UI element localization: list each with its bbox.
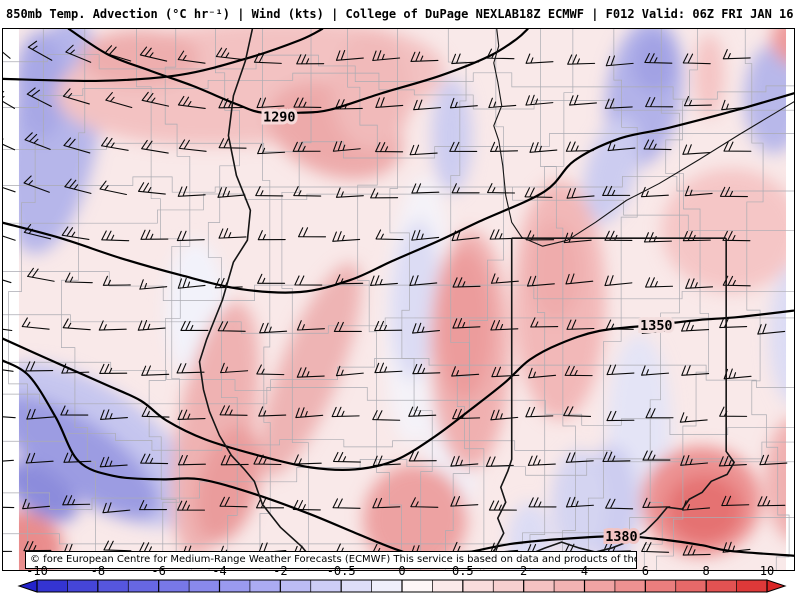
model-run-info: 18Z ECMWF | F012 Valid: 06Z FRI JAN 16 2… bbox=[518, 7, 800, 21]
advection-blob bbox=[259, 262, 362, 477]
contour-labels: 1290 1350 1380 bbox=[260, 108, 675, 548]
colorbar-segment bbox=[402, 580, 433, 592]
contour-1260 bbox=[3, 29, 324, 83]
colorbar-segment bbox=[614, 580, 646, 592]
contour-1350 bbox=[3, 309, 794, 471]
indiana-east-border-ohio-river bbox=[509, 238, 735, 562]
colorbar-segment bbox=[493, 580, 524, 592]
colorbar-segment bbox=[645, 580, 676, 592]
advection-blob bbox=[551, 449, 608, 560]
colorbar-segment bbox=[462, 580, 494, 592]
colorbar-segment bbox=[675, 580, 707, 592]
lake-michigan-shoreline bbox=[493, 29, 794, 247]
height-contours bbox=[3, 29, 794, 561]
map-canvas: 1290 1350 1380 bbox=[2, 28, 795, 571]
colorbar-segment bbox=[219, 580, 250, 592]
colorbar-segment bbox=[341, 580, 372, 592]
contour-label-1380: 1380 bbox=[605, 530, 637, 545]
colorbar-segment bbox=[67, 580, 98, 592]
colorbar-tick-label: -8 bbox=[90, 564, 106, 578]
copyright-text: © fore European Centre for Medium-Range … bbox=[30, 554, 637, 565]
colorbar-segment bbox=[189, 580, 220, 592]
advection-blob bbox=[80, 29, 201, 86]
advection-blob bbox=[332, 30, 412, 151]
colorbar-tick-label: 4 bbox=[580, 564, 589, 578]
colorbar-segment bbox=[523, 580, 555, 592]
advection-blob bbox=[694, 33, 725, 118]
header-bar: 850mb Temp. Advection (°C hr⁻¹) | Wind (… bbox=[0, 0, 800, 28]
colorbar-tick-label: 6 bbox=[641, 564, 649, 578]
colorbar-tick-label: 10 bbox=[759, 564, 775, 578]
colorbar-tick-label: -2 bbox=[273, 564, 288, 578]
advection-blob bbox=[14, 30, 67, 141]
colorbar-right-arrow bbox=[766, 579, 787, 593]
advection-blob bbox=[744, 43, 794, 154]
domain-edge-left bbox=[3, 29, 19, 570]
chart-title: 850mb Temp. Advection (°C hr⁻¹) | Wind (… bbox=[6, 7, 519, 21]
colorbar-tick-label: 2 bbox=[520, 564, 528, 578]
colorbar-labels: -10 -8 -6 -4 -2 -0.5 0 0.5 2 4 6 8 10 bbox=[0, 564, 800, 578]
county-grid bbox=[3, 29, 794, 570]
colorbar-left-arrow bbox=[17, 579, 38, 593]
domain-edge-right bbox=[786, 29, 794, 570]
colorbar-segment bbox=[37, 580, 68, 592]
advection-blob bbox=[195, 426, 262, 543]
mississippi-river-il-west-border bbox=[198, 29, 319, 568]
colorbar-tick-label: 8 bbox=[702, 564, 710, 578]
advection-blob bbox=[666, 475, 743, 544]
colorbar bbox=[17, 579, 787, 593]
colorbar-segment bbox=[554, 580, 585, 592]
colorbar-tick-label: 0.5 bbox=[451, 564, 474, 578]
colorbar-outline bbox=[36, 579, 768, 593]
colorbar-segment bbox=[158, 580, 190, 592]
colorbar-segment bbox=[371, 580, 402, 592]
contour-1380 bbox=[3, 359, 794, 561]
colorbar-segment bbox=[310, 580, 342, 592]
colorbar-tick-label: -10 bbox=[26, 564, 48, 578]
colorbar-segment bbox=[584, 580, 615, 592]
colorbar-segment bbox=[128, 580, 159, 592]
advection-blob bbox=[529, 222, 582, 322]
county-boundaries bbox=[3, 29, 794, 570]
advection-blob bbox=[436, 250, 493, 400]
colorbar-segment bbox=[97, 580, 129, 592]
copyright-box: © fore European Centre for Medium-Range … bbox=[25, 551, 637, 569]
contour-label-1290: 1290 bbox=[263, 111, 295, 126]
colorbar-tick-label: 0 bbox=[398, 564, 406, 578]
contour-1290 bbox=[67, 29, 529, 115]
advection-blob bbox=[583, 117, 640, 224]
colorbar-segment bbox=[736, 580, 767, 592]
advection-blob bbox=[3, 395, 160, 520]
colorbar-tick-label: -6 bbox=[151, 564, 166, 578]
contour-1320 bbox=[3, 92, 794, 294]
colorbar-segment bbox=[280, 580, 311, 592]
colorbar-tick-label: -4 bbox=[212, 564, 227, 578]
colorbar-segment bbox=[432, 580, 463, 592]
state-borders bbox=[198, 29, 794, 570]
colorbar-segment bbox=[706, 580, 737, 592]
advection-blob bbox=[390, 220, 440, 380]
contour-label-1350: 1350 bbox=[640, 319, 672, 334]
colorbar-tick-label: -0.5 bbox=[326, 564, 356, 578]
colorbar-segment bbox=[249, 580, 281, 592]
advection-blob bbox=[4, 461, 78, 522]
